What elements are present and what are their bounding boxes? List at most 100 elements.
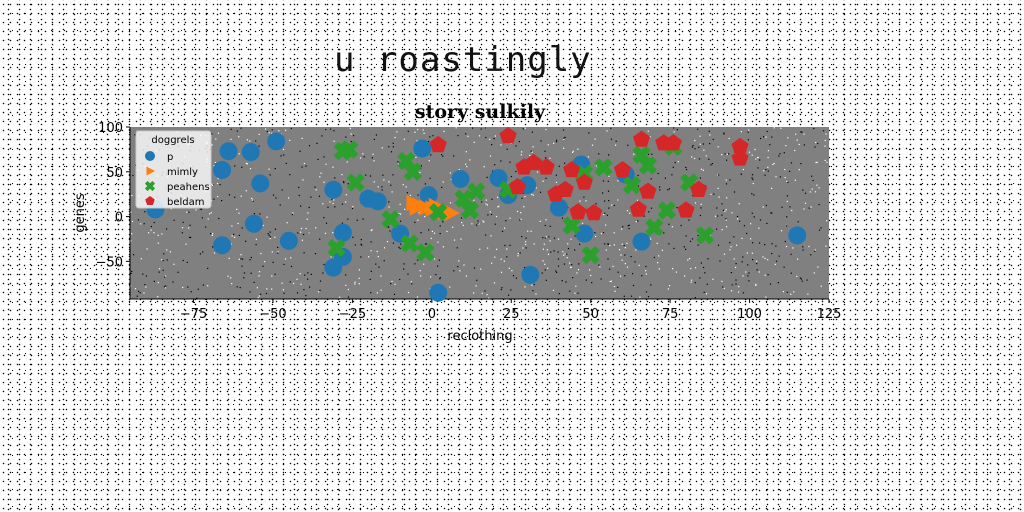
noise-dot bbox=[145, 275, 147, 277]
data-point-pentagon bbox=[509, 178, 527, 195]
noise-dot bbox=[685, 248, 687, 250]
noise-dot bbox=[708, 158, 710, 160]
noise-dot bbox=[354, 244, 356, 246]
noise-dot bbox=[779, 176, 781, 178]
noise-dot bbox=[638, 264, 640, 266]
noise-dot bbox=[742, 168, 744, 171]
noise-dot bbox=[659, 186, 661, 188]
noise-dot bbox=[552, 289, 555, 291]
noise-dot bbox=[286, 222, 288, 224]
noise-dot bbox=[345, 194, 347, 196]
noise-dot bbox=[624, 275, 626, 277]
noise-dot bbox=[417, 259, 419, 261]
noise-dot bbox=[561, 217, 564, 219]
noise-dot bbox=[760, 137, 762, 140]
noise-dot bbox=[626, 242, 628, 244]
noise-dot bbox=[498, 205, 500, 207]
noise-dot bbox=[478, 223, 480, 225]
noise-dot bbox=[166, 259, 168, 261]
noise-dot bbox=[259, 213, 261, 215]
noise-dot bbox=[569, 262, 571, 264]
noise-dot bbox=[699, 177, 701, 179]
noise-dot bbox=[400, 213, 402, 215]
noise-dot bbox=[277, 252, 279, 254]
noise-dot bbox=[525, 237, 527, 239]
noise-dot bbox=[542, 260, 544, 262]
noise-dot bbox=[751, 252, 753, 254]
noise-dot bbox=[153, 221, 155, 224]
noise-dot bbox=[351, 207, 354, 210]
noise-dot bbox=[520, 212, 522, 214]
noise-dot bbox=[177, 271, 179, 273]
noise-dot bbox=[810, 254, 812, 256]
data-point-circle bbox=[632, 232, 651, 251]
noise-dot bbox=[663, 232, 665, 234]
noise-dot bbox=[509, 161, 511, 163]
noise-dot bbox=[524, 267, 526, 269]
noise-dot bbox=[250, 272, 252, 274]
noise-dot bbox=[712, 138, 714, 141]
x-tick-label: 100 bbox=[737, 307, 762, 322]
noise-dot bbox=[599, 266, 601, 268]
legend-marker bbox=[145, 151, 155, 161]
data-point-x bbox=[594, 158, 613, 177]
data-point-x bbox=[562, 216, 581, 235]
noise-dot bbox=[483, 166, 485, 168]
noise-dot bbox=[212, 246, 214, 248]
data-point-circle bbox=[451, 169, 470, 188]
noise-dot bbox=[786, 180, 788, 182]
noise-dot bbox=[791, 209, 793, 212]
legend-label: beldam bbox=[167, 197, 205, 208]
noise-dot bbox=[647, 153, 650, 155]
noise-dot bbox=[230, 138, 232, 140]
noise-dot bbox=[717, 174, 719, 176]
noise-dot bbox=[463, 264, 465, 266]
noise-dot bbox=[307, 278, 309, 280]
noise-dot bbox=[668, 243, 670, 245]
noise-dot bbox=[308, 206, 310, 209]
noise-dot bbox=[480, 128, 482, 130]
noise-dot bbox=[622, 226, 624, 228]
noise-dot bbox=[303, 289, 305, 291]
noise-dot bbox=[376, 292, 378, 294]
noise-dot bbox=[574, 292, 576, 294]
noise-dot bbox=[238, 258, 240, 260]
noise-dot bbox=[165, 285, 167, 287]
noise-dot bbox=[753, 216, 755, 218]
x-tick-label: 25 bbox=[503, 307, 520, 322]
noise-dot bbox=[770, 212, 772, 214]
noise-dot bbox=[485, 234, 487, 236]
noise-dot bbox=[725, 183, 728, 185]
noise-dot bbox=[608, 175, 610, 177]
noise-dot bbox=[182, 286, 184, 289]
noise-dot bbox=[685, 168, 688, 171]
noise-dot bbox=[700, 207, 702, 209]
noise-dot bbox=[692, 195, 694, 197]
noise-dot bbox=[774, 263, 776, 265]
noise-dot bbox=[786, 200, 788, 203]
noise-dot bbox=[739, 220, 741, 222]
noise-dot bbox=[828, 234, 830, 236]
data-point-x bbox=[400, 234, 419, 253]
noise-dot bbox=[202, 284, 204, 286]
noise-dot bbox=[794, 179, 796, 181]
noise-dot bbox=[710, 193, 712, 195]
noise-dot bbox=[283, 292, 285, 294]
noise-dot bbox=[709, 134, 711, 136]
noise-dot bbox=[721, 214, 723, 216]
noise-dot bbox=[758, 271, 760, 273]
noise-dot bbox=[407, 130, 409, 132]
data-point-x bbox=[381, 210, 400, 229]
noise-dot bbox=[563, 137, 565, 139]
noise-dot bbox=[711, 163, 713, 165]
noise-dot bbox=[163, 253, 165, 255]
noise-dot bbox=[735, 266, 737, 269]
noise-dot bbox=[549, 240, 551, 242]
noise-dot bbox=[566, 257, 568, 259]
noise-dot bbox=[341, 222, 343, 224]
noise-dot bbox=[730, 246, 732, 248]
noise-dot bbox=[628, 228, 630, 230]
noise-dot bbox=[820, 227, 822, 229]
noise-dot bbox=[131, 220, 134, 223]
noise-dot bbox=[370, 292, 372, 294]
